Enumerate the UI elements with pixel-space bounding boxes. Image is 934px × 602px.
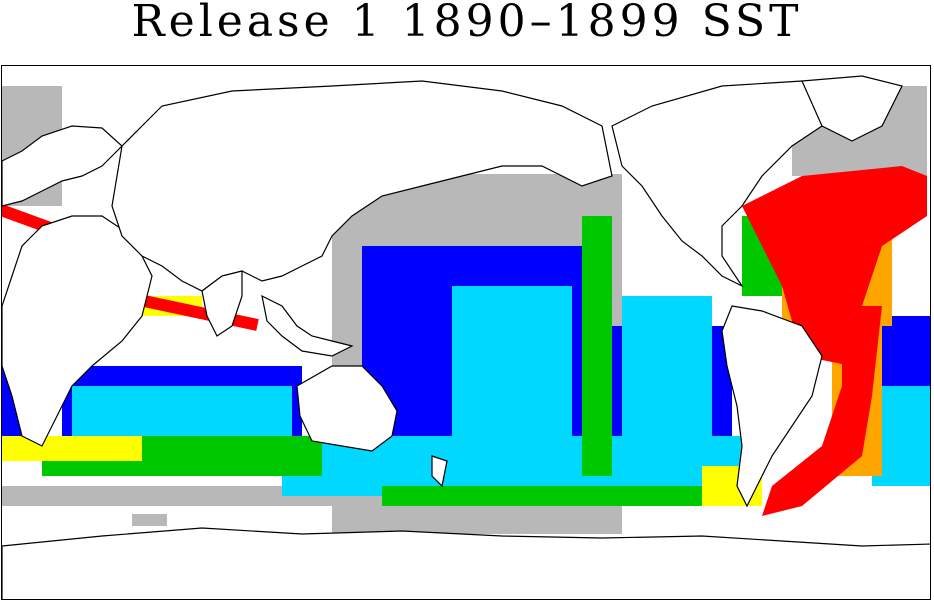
coverage-cyan-east-pacific bbox=[622, 296, 712, 486]
land-australia bbox=[296, 365, 398, 452]
coverage-gray-patch bbox=[132, 514, 167, 526]
coverage-yellow-indian-track bbox=[2, 436, 142, 461]
coverage-red-north-atlantic bbox=[742, 166, 927, 366]
land-layer bbox=[2, 75, 930, 599]
land-new-zealand bbox=[431, 455, 448, 488]
land-south-america bbox=[721, 305, 823, 508]
land-asia bbox=[111, 80, 613, 292]
coverage-layer bbox=[2, 86, 930, 534]
land-greenland bbox=[801, 75, 903, 142]
coverage-red-gulfstream bbox=[862, 176, 922, 196]
coverage-red-south-atlantic bbox=[762, 306, 882, 516]
coverage-green-pacific-track bbox=[582, 216, 612, 476]
world-map bbox=[2, 75, 930, 599]
map-frame bbox=[1, 65, 931, 600]
coverage-green-south-pacific bbox=[382, 486, 742, 506]
land-india bbox=[201, 270, 243, 337]
map-title: Release 1 1890–1899 SST bbox=[131, 0, 803, 47]
land-se-asia-islands bbox=[261, 294, 354, 357]
land-antarctica bbox=[2, 527, 930, 599]
